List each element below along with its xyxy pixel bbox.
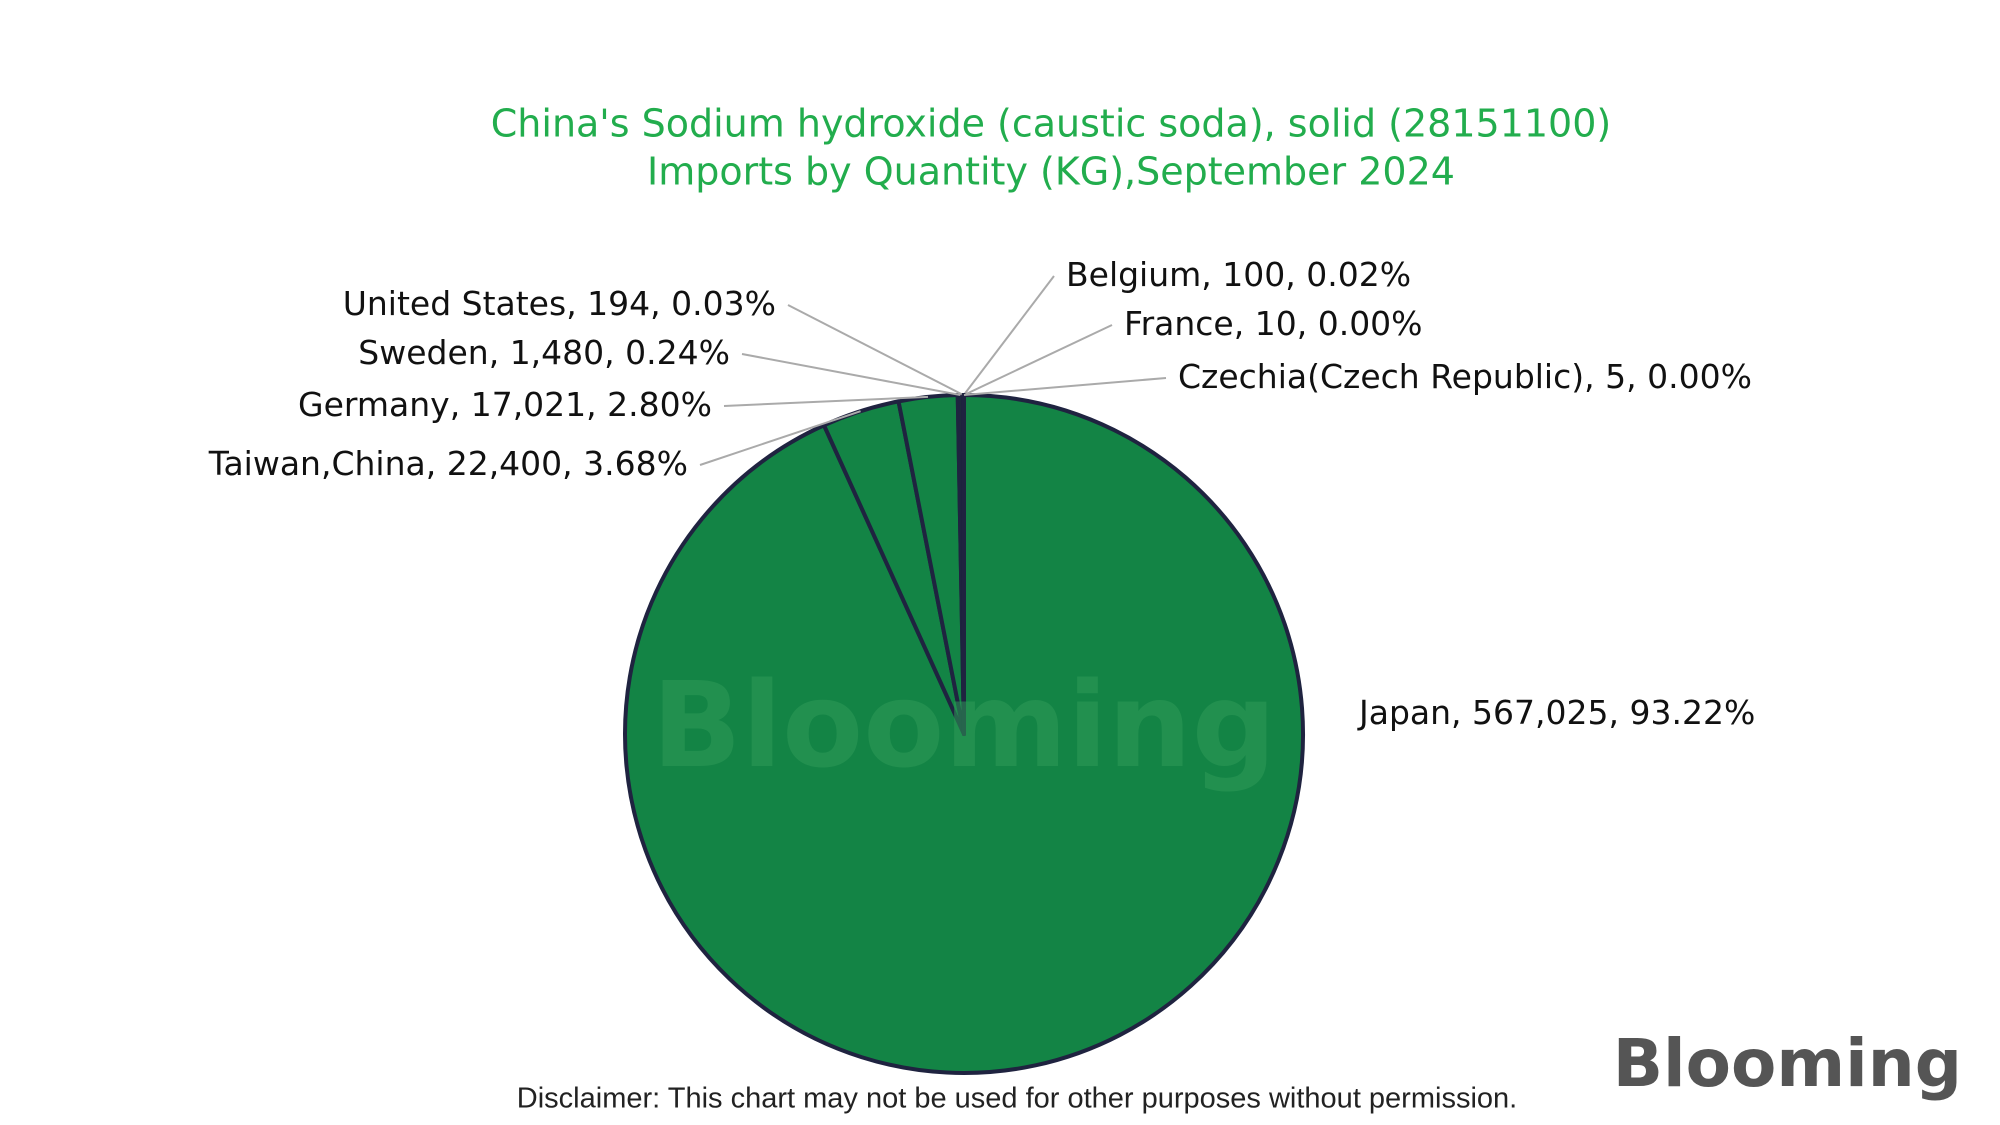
leader-line <box>963 377 1167 396</box>
separator: , <box>566 284 587 323</box>
value-label: 22,400 <box>447 444 562 483</box>
percent-label: 3.68% <box>583 444 688 483</box>
value-label: 567,025 <box>1472 693 1608 732</box>
separator: , <box>426 444 447 483</box>
category-name: Czechia(Czech Republic) <box>1178 357 1584 396</box>
value-label: 10 <box>1255 304 1297 343</box>
separator: , <box>450 385 471 424</box>
data-label: Sweden, 1,480, 0.24% <box>358 333 730 372</box>
percent-label: 0.02% <box>1306 255 1411 294</box>
separator: , <box>562 444 583 483</box>
disclaimer: Disclaimer: This chart may not be used f… <box>517 1083 1517 1115</box>
data-label: Belgium, 100, 0.02% <box>1066 255 1411 294</box>
separator: , <box>489 333 510 372</box>
value-label: 5 <box>1605 357 1626 396</box>
pie: Japan, 567,025, 93.22% Taiwan,China, 22,4… <box>208 255 1755 1075</box>
leader-line <box>699 410 861 466</box>
category-name: Sweden <box>358 333 488 372</box>
separator: , <box>1609 693 1630 732</box>
leader-line <box>963 324 1113 396</box>
separator: , <box>1626 357 1647 396</box>
percent-label: 0.00% <box>1318 304 1423 343</box>
percent-label: 2.80% <box>607 385 712 424</box>
separator: , <box>1584 357 1605 396</box>
separator: , <box>586 385 607 424</box>
category-name: Belgium <box>1066 255 1201 294</box>
category-name: France <box>1124 304 1234 343</box>
category-name: United States <box>343 284 566 323</box>
percent-label: 0.00% <box>1647 357 1752 396</box>
category-name: Japan <box>1357 693 1451 732</box>
value-label: 1,480 <box>510 333 604 372</box>
separator: , <box>650 284 671 323</box>
value-label: 194 <box>587 284 650 323</box>
percent-label: 93.22% <box>1629 693 1755 732</box>
separator: , <box>1201 255 1222 294</box>
separator: , <box>604 333 625 372</box>
watermark: Blooming <box>652 656 1276 794</box>
data-label: United States, 194, 0.03% <box>343 284 776 323</box>
leader-line <box>723 395 929 407</box>
leader-line <box>787 304 964 396</box>
data-label: Taiwan,China, 22,400, 3.68% <box>208 444 688 483</box>
chart-subtitle: Imports by Quantity (KG),September 2024 <box>647 150 1455 194</box>
category-name: Germany <box>298 385 450 424</box>
separator: , <box>1297 304 1318 343</box>
data-label: Czechia(Czech Republic), 5, 0.00% <box>1178 357 1752 396</box>
percent-label: 0.24% <box>625 333 730 372</box>
leader-line <box>741 353 961 397</box>
value-label: 100 <box>1222 255 1285 294</box>
percent-label: 0.03% <box>671 284 776 323</box>
chart-title: China's Sodium hydroxide (caustic soda),… <box>491 102 1611 146</box>
category-name: Taiwan,China <box>208 444 426 483</box>
leader-line <box>962 275 1055 396</box>
value-label: 17,021 <box>471 385 586 424</box>
data-label: Japan, 567,025, 93.22% <box>1357 693 1755 732</box>
data-label: France, 10, 0.00% <box>1124 304 1423 343</box>
separator: , <box>1451 693 1472 732</box>
logo: Blooming <box>1613 1025 1962 1102</box>
data-label: Germany, 17,021, 2.80% <box>298 385 712 424</box>
separator: , <box>1285 255 1306 294</box>
separator: , <box>1234 304 1255 343</box>
